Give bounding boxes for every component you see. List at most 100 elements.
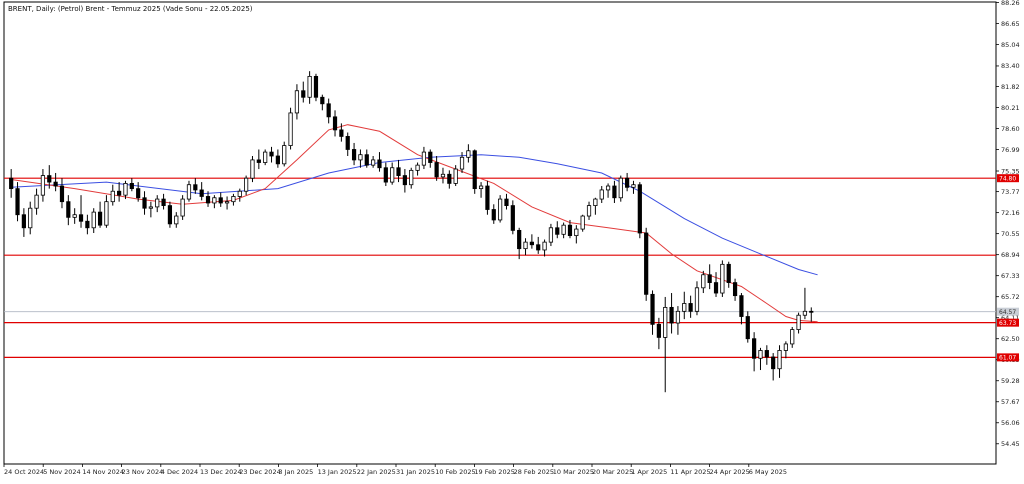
candle-119 (764, 345, 769, 365)
y-tick-label: 54.45 (1001, 440, 1020, 448)
candle-body-bear (85, 220, 90, 229)
candle-body-bull (574, 228, 579, 237)
candle-3 (28, 201, 33, 235)
candle-body-bull (72, 214, 77, 218)
candle-body-bull (478, 185, 484, 190)
candle-body-bull (421, 151, 427, 166)
candle-17 (117, 182, 122, 202)
candle-body-bear (504, 198, 509, 206)
candle-body-bear (199, 189, 204, 197)
candle-108 (694, 281, 700, 316)
candle-body-bear (625, 177, 630, 188)
candle-body-bear (129, 183, 134, 190)
candle-body-bear (536, 244, 541, 251)
candle-body-bull (796, 314, 801, 330)
candle-body-bull (694, 287, 700, 312)
candles (9, 71, 814, 393)
candle-body-bear (434, 162, 439, 178)
candle-52 (339, 123, 344, 142)
candle-24 (161, 193, 166, 210)
x-tick-label: 3 Jan 2025 (278, 468, 313, 476)
candle-113 (726, 261, 731, 288)
candle-body-bear (78, 214, 84, 222)
candle-body-bull (599, 189, 604, 200)
candle-body-bear (745, 316, 750, 340)
candle-body-bear (364, 154, 369, 166)
candle-31 (205, 191, 211, 207)
candle-65 (421, 146, 427, 170)
candle-33 (218, 192, 223, 207)
candle-body-bull (777, 350, 782, 370)
candle-body-bear (351, 149, 357, 161)
y-tick-label: 70.55 (1001, 230, 1020, 238)
candle-1 (15, 182, 20, 222)
hline-tag-2-bg (997, 318, 1019, 327)
candle-body-bear (320, 96, 325, 105)
hline-tag-0-bg (997, 174, 1019, 183)
chart-title: BRENT, Daily: (Petrol) Brent - Temmuz 20… (8, 5, 253, 13)
candle-body-bull (675, 310, 681, 324)
candle-body-bull (148, 206, 153, 209)
candle-15 (104, 195, 109, 228)
candle-body-bull (231, 196, 236, 203)
x-tick-label: 23 Nov 2024 (122, 468, 164, 476)
candle-68 (440, 167, 446, 184)
x-tick-label: 20 Mar 2025 (592, 468, 633, 476)
candle-21 (142, 191, 147, 215)
candle-72 (466, 144, 471, 163)
candle-59 (383, 162, 388, 187)
candle-102 (656, 317, 661, 350)
candle-body-bull (605, 185, 611, 191)
y-tick-label: 78.60 (1001, 125, 1020, 133)
candle-body-bear (396, 167, 401, 176)
candle-16 (110, 184, 115, 206)
candle-body-bear (21, 214, 26, 229)
y-tick-label: 67.33 (1001, 272, 1020, 280)
candle-body-bull (466, 150, 471, 158)
candle-22 (148, 201, 153, 218)
candle-body-bull (631, 184, 636, 188)
candle-body-bull (802, 310, 808, 316)
candle-89 (574, 225, 579, 244)
candle-73 (472, 149, 477, 194)
x-tick-label: 28 Feb 2025 (514, 468, 554, 476)
candle-41 (269, 146, 274, 163)
x-tick-label: 4 Dec 2024 (161, 468, 198, 476)
candle-body-bull (790, 329, 795, 345)
candle-body-bear (739, 295, 744, 317)
candle-body-bull (263, 151, 268, 163)
y-tick-label: 56.06 (1001, 419, 1020, 427)
candle-28 (186, 180, 192, 202)
candle-body-bear (491, 209, 496, 221)
candle-body-bear (428, 151, 433, 163)
x-tick-label: 1 Apr 2025 (631, 468, 667, 476)
candle-97 (625, 172, 630, 192)
candle-body-bull (307, 75, 312, 98)
candle-body-bear (726, 263, 731, 283)
y-tick-label: 85.04 (1001, 41, 1020, 49)
y-tick-label: 76.99 (1001, 146, 1020, 154)
candle-29 (193, 178, 198, 194)
candle-body-bear (612, 185, 617, 199)
y-tick-label: 62.50 (1001, 335, 1020, 343)
candle-body-bull (663, 306, 668, 338)
candle-85 (548, 223, 554, 247)
x-tick-label: 23 Dec 2024 (239, 468, 281, 476)
y-axis: 88.26 86.65 85.04 83.40 81.82 80.21 78.60 76.99… (996, 0, 1020, 448)
candle-99 (637, 182, 642, 239)
candle-50 (326, 98, 331, 124)
candle-112 (720, 260, 725, 297)
candle-2 (21, 208, 26, 237)
candle-body-bear (402, 175, 407, 186)
x-tick-label: 31 Jan 2025 (396, 468, 435, 476)
candle-body-bear (809, 310, 814, 313)
candle-body-bear (771, 356, 776, 370)
candle-body-bull (682, 303, 687, 312)
candle-body-bull (237, 190, 242, 197)
candle-body-bear (167, 205, 173, 225)
candle-body-bull (580, 215, 585, 230)
candle-51 (332, 110, 338, 137)
candle-40 (263, 149, 268, 166)
y-tick-label: 86.65 (1001, 20, 1020, 28)
